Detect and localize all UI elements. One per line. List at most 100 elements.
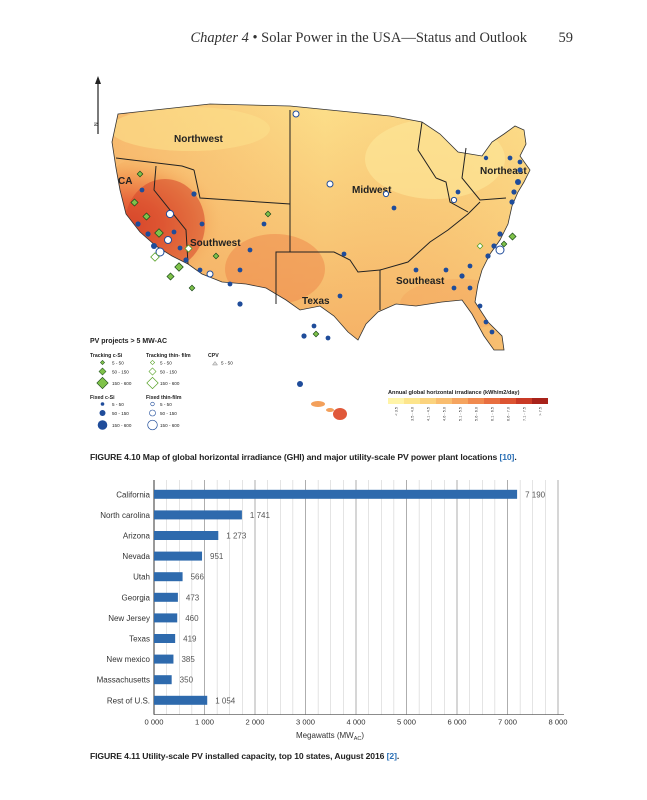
legend-item-label: 150 - 600 xyxy=(112,381,132,386)
legend-item-label: 5 - 50 xyxy=(160,361,172,366)
x-tick-label: 6 000 xyxy=(447,718,466,727)
figure-4-10-caption-end: . xyxy=(514,452,517,462)
category-label: New mexico xyxy=(106,655,150,664)
chapter-label: Chapter 4 xyxy=(190,30,249,46)
colorbar-swatch xyxy=(500,398,516,404)
colorbar-swatch xyxy=(532,398,548,404)
bar xyxy=(154,695,208,705)
value-label: 419 xyxy=(183,635,197,644)
hawaii-islands xyxy=(297,381,347,420)
category-label: California xyxy=(116,490,150,499)
category-label: Rest of U.S. xyxy=(107,696,150,705)
legend-item-label: 50 - 150 xyxy=(112,370,129,375)
value-label: 1 273 xyxy=(226,532,247,541)
value-label: 7 190 xyxy=(525,490,546,499)
page-number: 59 xyxy=(558,30,574,46)
compass-label: N xyxy=(94,122,100,126)
x-tick-label: 4 000 xyxy=(346,718,365,727)
legend-group-title: Fixed c-Si xyxy=(90,395,115,401)
colorbar-swatch xyxy=(452,398,468,404)
x-tick-label: 8 000 xyxy=(548,718,567,727)
bar xyxy=(154,634,176,643)
figure-4-10-citation-link[interactable]: [10] xyxy=(499,452,515,462)
category-label: North carolina xyxy=(100,511,150,520)
figure-4-10-caption-text: FIGURE 4.10 Map of global horizontal irr… xyxy=(90,452,500,462)
colorbar-tick-label: 7.1 - 7.5 xyxy=(523,407,527,421)
colorbar-tick-label: < 3.5 xyxy=(395,407,399,416)
colorbar-tick-label: 6.6 - 7.0 xyxy=(507,407,511,421)
colorbar-title: Annual global horizontal irradiance (kWh… xyxy=(388,390,520,396)
region-label-ca: CA xyxy=(118,176,132,187)
legend-item-label: 5 - 50 xyxy=(221,361,233,366)
region-label-southeast: Southeast xyxy=(396,276,445,287)
pv-projects-legend: PV projects > 5 MW-AC Tracking c-Si Trac… xyxy=(90,338,233,431)
colorbar-swatch xyxy=(420,398,436,404)
region-label-texas: Texas xyxy=(302,296,330,307)
region-label-northeast: Northeast xyxy=(480,166,527,177)
value-label: 1 741 xyxy=(250,511,271,520)
x-tick-label: 7 000 xyxy=(498,718,517,727)
x-axis-label-sub: AC xyxy=(354,736,362,742)
running-header: Chapter 4 • Solar Power in the USA—Statu… xyxy=(0,30,647,50)
figure-4-10-caption: FIGURE 4.10 Map of global horizontal irr… xyxy=(90,452,517,462)
legend-item-label: 50 - 150 xyxy=(112,411,129,416)
colorbar-tick-label: > 7.5 xyxy=(539,407,543,416)
section-title: Solar Power in the USA—Status and Outloo… xyxy=(261,30,527,46)
irradiance-colorbar: Annual global horizontal irradiance (kWh… xyxy=(388,390,548,421)
x-tick-label: 2 000 xyxy=(245,718,264,727)
figure-4-11-citation-link[interactable]: [2] xyxy=(386,751,397,761)
ghi-map-figure: N Northwest CA Midwest Northeast Southwe… xyxy=(90,76,548,431)
region-label-northwest: Northwest xyxy=(174,134,224,145)
x-axis-label-main: Megawatts (MW xyxy=(296,731,354,740)
x-tick-label: 0 000 xyxy=(144,718,163,727)
colorbar-tick-label: 5.6 - 6.0 xyxy=(475,407,479,421)
x-axis-label-end: ) xyxy=(361,731,364,740)
colorbar-tick-label: 3.5 - 4.0 xyxy=(411,407,415,421)
colorbar-swatch xyxy=(388,398,404,404)
legend-item-label: 5 - 50 xyxy=(160,402,172,407)
colorbar-swatch xyxy=(468,398,484,404)
category-label: Georgia xyxy=(122,593,151,602)
value-label: 951 xyxy=(210,552,224,561)
legend-group-title: Fixed thin-film xyxy=(146,395,182,401)
bar xyxy=(154,592,178,602)
bar xyxy=(154,654,174,664)
colorbar-swatch xyxy=(404,398,420,404)
legend-item-label: 50 - 150 xyxy=(160,411,177,416)
colorbar-swatch xyxy=(516,398,532,404)
x-axis-label: Megawatts (MWAC) xyxy=(296,731,364,742)
value-label: 385 xyxy=(181,655,195,664)
value-label: 460 xyxy=(185,614,199,623)
pv-project-markers xyxy=(130,110,523,420)
legend-item-label: 5 - 50 xyxy=(112,402,124,407)
x-tick-label: 3 000 xyxy=(296,718,315,727)
legend-group-title: Tracking c-Si xyxy=(90,353,123,359)
header-bullet: • xyxy=(248,30,262,46)
value-label: 1 054 xyxy=(215,696,236,705)
legend-item-label: 150 - 600 xyxy=(112,423,132,428)
bar xyxy=(154,613,178,623)
bar xyxy=(154,489,518,499)
category-label: Massachusetts xyxy=(97,676,150,685)
category-label: Arizona xyxy=(123,532,151,541)
chapter-title: Chapter 4 • Solar Power in the USA—Statu… xyxy=(190,30,527,47)
x-tick-label: 5 000 xyxy=(397,718,416,727)
colorbar-swatch xyxy=(484,398,500,404)
legend-group-title: CPV xyxy=(208,353,219,359)
value-label: 350 xyxy=(180,676,194,685)
bar xyxy=(154,510,242,520)
region-label-southwest: Southwest xyxy=(190,238,241,249)
value-label: 473 xyxy=(186,593,200,602)
bar xyxy=(154,551,203,561)
bar xyxy=(154,572,183,582)
legend-title: PV projects > 5 MW-AC xyxy=(90,338,167,345)
legend-item-label: 50 - 150 xyxy=(160,370,177,375)
value-label: 566 xyxy=(191,573,205,582)
legend-item-label: 150 - 600 xyxy=(160,423,180,428)
bar xyxy=(154,531,219,540)
category-label: Texas xyxy=(129,635,150,644)
conus-irradiance-map xyxy=(112,104,530,350)
north-arrow-icon: N xyxy=(94,76,101,134)
x-tick-label: 1 000 xyxy=(195,718,214,727)
figure-4-11-caption: FIGURE 4.11 Utility-scale PV installed c… xyxy=(90,751,399,761)
